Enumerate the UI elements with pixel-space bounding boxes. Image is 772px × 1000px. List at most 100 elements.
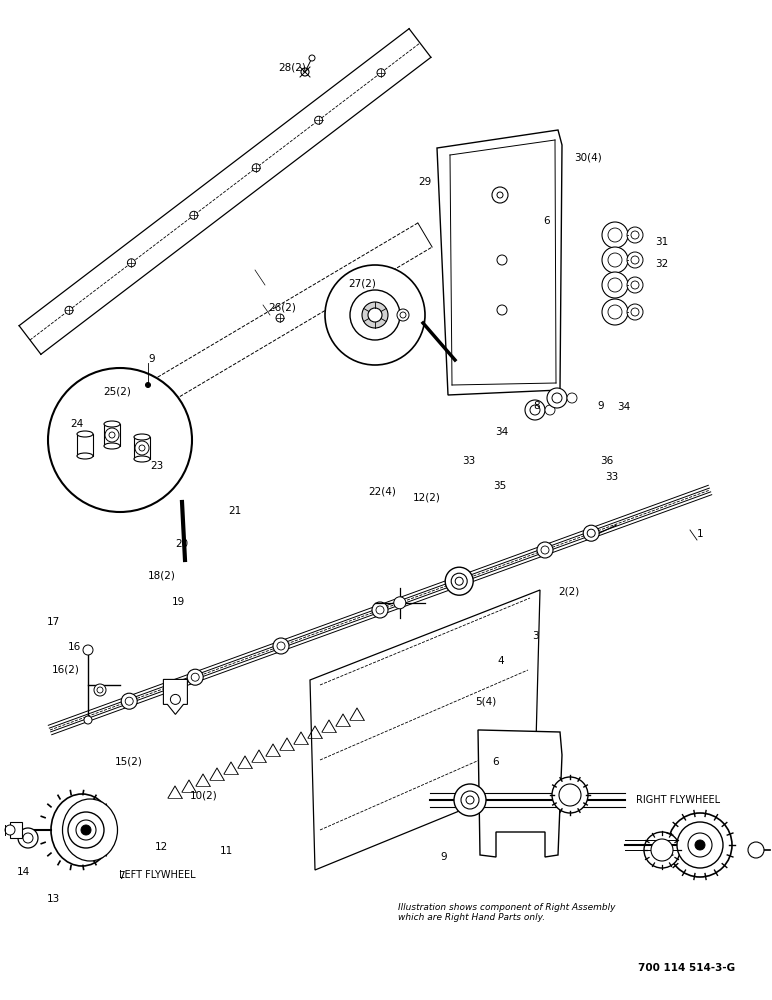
Text: 17: 17 [47, 617, 60, 627]
Text: 14: 14 [17, 867, 30, 877]
Circle shape [105, 428, 119, 442]
Circle shape [627, 252, 643, 268]
Ellipse shape [77, 453, 93, 459]
Text: 34: 34 [495, 427, 508, 437]
Circle shape [400, 312, 406, 318]
Circle shape [309, 55, 315, 61]
Circle shape [587, 529, 595, 537]
Circle shape [121, 693, 137, 709]
Circle shape [377, 69, 385, 77]
Text: 22(4): 22(4) [368, 487, 396, 497]
Polygon shape [310, 590, 540, 870]
Text: 19: 19 [172, 597, 185, 607]
Circle shape [492, 187, 508, 203]
Circle shape [627, 227, 643, 243]
Circle shape [530, 405, 540, 415]
Circle shape [109, 432, 115, 438]
Circle shape [273, 638, 289, 654]
Circle shape [608, 228, 622, 242]
Polygon shape [437, 130, 562, 395]
Circle shape [602, 299, 628, 325]
Circle shape [497, 255, 507, 265]
Circle shape [325, 265, 425, 365]
Circle shape [631, 308, 639, 316]
Text: 11: 11 [220, 846, 233, 856]
Text: 4: 4 [497, 656, 503, 666]
Circle shape [545, 405, 555, 415]
Circle shape [748, 842, 764, 858]
Circle shape [68, 812, 104, 848]
Circle shape [668, 813, 732, 877]
Text: 36: 36 [600, 456, 613, 466]
Bar [134, 437, 150, 459]
Circle shape [81, 825, 91, 835]
Text: 24: 24 [70, 419, 83, 429]
Text: RIGHT FLYWHEEL: RIGHT FLYWHEEL [636, 795, 720, 805]
Circle shape [547, 388, 567, 408]
Circle shape [644, 832, 680, 868]
Circle shape [608, 305, 622, 319]
Text: 33: 33 [462, 456, 476, 466]
Bar [77, 434, 93, 456]
Circle shape [602, 272, 628, 298]
Circle shape [631, 231, 639, 239]
Text: 9: 9 [597, 401, 604, 411]
Circle shape [394, 597, 406, 609]
Circle shape [651, 839, 673, 861]
Circle shape [451, 573, 467, 589]
Text: 31: 31 [655, 237, 669, 247]
Circle shape [466, 796, 474, 804]
Circle shape [627, 277, 643, 293]
Bar [104, 424, 120, 446]
Text: 16: 16 [68, 642, 81, 652]
Text: 23: 23 [150, 461, 163, 471]
Text: 16(2): 16(2) [52, 664, 80, 674]
Text: 34: 34 [617, 402, 630, 412]
Circle shape [97, 687, 103, 693]
Circle shape [455, 577, 463, 585]
Circle shape [567, 393, 577, 403]
Circle shape [191, 673, 199, 681]
Text: 21: 21 [228, 506, 241, 516]
Text: 25(2): 25(2) [103, 387, 131, 397]
Text: 6: 6 [492, 757, 499, 767]
Circle shape [445, 567, 473, 595]
Text: 15(2): 15(2) [115, 756, 143, 766]
Circle shape [145, 382, 151, 387]
Circle shape [139, 445, 145, 451]
Circle shape [455, 577, 463, 585]
Circle shape [362, 302, 388, 328]
Circle shape [84, 716, 92, 724]
Polygon shape [478, 730, 562, 857]
Text: 35: 35 [493, 481, 506, 491]
Text: 700 114 514-3-G: 700 114 514-3-G [638, 963, 735, 973]
Text: 29: 29 [418, 177, 432, 187]
Ellipse shape [104, 443, 120, 449]
Text: 20: 20 [175, 539, 188, 549]
Ellipse shape [63, 799, 117, 861]
Circle shape [608, 278, 622, 292]
Ellipse shape [134, 434, 150, 440]
Text: 5(4): 5(4) [475, 697, 496, 707]
Circle shape [541, 546, 549, 554]
Text: 12: 12 [155, 842, 168, 852]
Circle shape [252, 164, 260, 172]
Circle shape [695, 840, 705, 850]
Text: 32: 32 [655, 259, 669, 269]
Circle shape [631, 256, 639, 264]
Text: 2(2): 2(2) [558, 586, 579, 596]
Circle shape [525, 400, 545, 420]
Circle shape [301, 68, 309, 76]
Circle shape [127, 259, 135, 267]
Ellipse shape [77, 431, 93, 437]
Text: 33: 33 [605, 472, 618, 482]
Circle shape [608, 253, 622, 267]
Circle shape [276, 314, 284, 322]
Text: 28(2): 28(2) [278, 62, 306, 72]
Polygon shape [164, 679, 188, 714]
Circle shape [372, 602, 388, 618]
Circle shape [5, 825, 15, 835]
Circle shape [497, 192, 503, 198]
Text: 1: 1 [697, 529, 703, 539]
Circle shape [368, 308, 382, 322]
